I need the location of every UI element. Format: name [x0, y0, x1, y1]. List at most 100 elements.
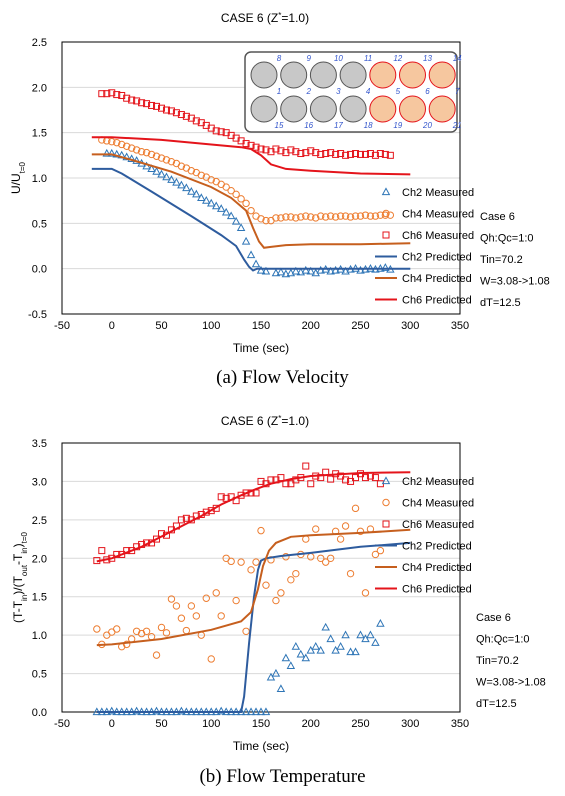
legend-label: Ch2 Predicted — [402, 252, 472, 264]
data-point — [321, 558, 330, 566]
data-point — [103, 90, 111, 98]
data-point — [336, 212, 345, 220]
data-point — [212, 589, 220, 597]
subchannel-number: 16 — [304, 121, 313, 130]
unheated-rod — [250, 95, 278, 123]
data-point — [113, 138, 121, 147]
data-point — [301, 653, 311, 662]
data-point — [306, 645, 315, 654]
data-point — [272, 214, 280, 222]
data-point — [246, 707, 256, 716]
data-point — [132, 706, 141, 715]
annotation-line: dT=12.5 — [476, 698, 517, 710]
data-point — [107, 706, 116, 715]
data-point — [317, 212, 325, 220]
data-point — [287, 213, 295, 221]
subchannel-number: 13 — [423, 54, 432, 63]
data-point — [331, 645, 340, 654]
data-point — [352, 150, 360, 158]
data-point — [316, 265, 325, 274]
data-point — [366, 150, 374, 158]
series-line — [91, 153, 411, 249]
data-point — [351, 647, 360, 656]
data-point — [272, 145, 280, 153]
data-point — [132, 146, 141, 154]
data-point — [137, 148, 146, 156]
annotation-line: Tin=70.2 — [480, 254, 523, 266]
data-point — [356, 630, 365, 639]
data-point — [302, 462, 310, 470]
legend-marker-swatch — [382, 498, 390, 507]
subchannel-number: 9 — [306, 54, 311, 63]
data-point — [242, 199, 250, 208]
data-point — [167, 157, 176, 166]
data-point — [108, 89, 116, 97]
heated-rod — [369, 95, 397, 123]
legend-label: Ch4 Measured — [402, 209, 474, 221]
data-point — [182, 183, 191, 192]
data-point — [172, 602, 181, 610]
data-point — [276, 684, 286, 693]
y-axis-label-part: )/(T — [11, 575, 25, 594]
y-tick-label: 3.0 — [32, 476, 47, 488]
data-point — [292, 476, 300, 484]
data-point — [257, 526, 265, 535]
annotation-line: Case 6 — [476, 612, 511, 624]
heated-rod — [399, 95, 426, 123]
y-tick-label: 2.0 — [32, 553, 47, 565]
data-point — [158, 104, 165, 112]
series-ch4-measured — [93, 504, 385, 663]
data-point — [321, 213, 330, 221]
subchannel-number: 14 — [453, 54, 462, 63]
data-point — [282, 213, 290, 221]
series-line — [96, 471, 411, 563]
data-point — [371, 638, 380, 646]
data-point — [307, 213, 315, 221]
y-axis-label: (T-Tin)/(Tout-Tin)t=0 — [11, 531, 29, 622]
data-point — [386, 211, 395, 219]
data-point — [242, 140, 250, 148]
heated-rod — [369, 61, 397, 89]
subchannel-number: 4 — [366, 87, 371, 96]
plot-area-border — [61, 442, 461, 713]
data-point — [142, 148, 151, 157]
data-point — [222, 183, 230, 191]
x-tick-label: 0 — [109, 320, 115, 332]
data-point — [256, 707, 266, 716]
data-point — [327, 149, 335, 157]
data-point — [337, 472, 345, 480]
data-point — [143, 100, 151, 108]
data-point — [216, 706, 226, 715]
heated-rod — [428, 61, 456, 89]
data-point — [217, 493, 225, 501]
series-line — [91, 136, 411, 176]
data-point — [292, 214, 300, 222]
data-point — [162, 629, 171, 637]
legend-marker-swatch — [381, 476, 391, 485]
subchannel-number: 20 — [422, 121, 432, 130]
data-point — [297, 213, 305, 221]
y-tick-label: -0.5 — [28, 309, 47, 321]
plot-area-border — [61, 41, 461, 315]
data-point — [227, 557, 235, 566]
x-tick-label: 150 — [252, 718, 270, 730]
subchannel-number: 12 — [393, 54, 402, 63]
data-point — [357, 150, 364, 158]
data-point — [262, 146, 270, 154]
data-point — [322, 150, 330, 158]
data-point — [197, 171, 206, 179]
data-point — [152, 706, 161, 715]
data-point — [122, 142, 131, 150]
legend-label: Ch4 Predicted — [402, 273, 472, 285]
data-point — [216, 204, 226, 212]
y-axis-label-part: -T — [11, 553, 25, 565]
data-point — [386, 151, 394, 159]
subchannel-number: 19 — [393, 121, 402, 130]
data-point — [257, 477, 265, 485]
data-point — [286, 268, 296, 277]
data-point — [326, 554, 335, 562]
legend-label: Ch6 Measured — [402, 230, 474, 242]
data-point — [211, 201, 221, 210]
data-point — [342, 476, 350, 484]
data-point — [247, 566, 255, 574]
